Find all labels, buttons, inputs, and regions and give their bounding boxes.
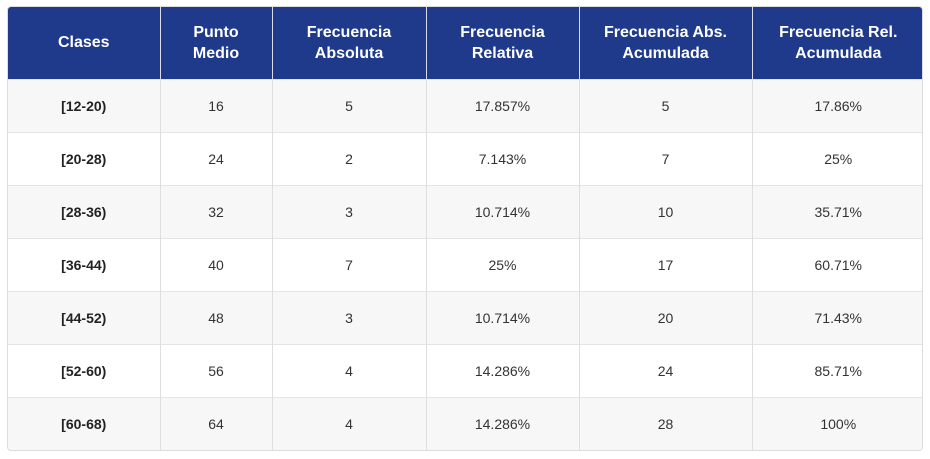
header-clases: Clases — [8, 7, 161, 79]
cell-punto-medio: 40 — [160, 237, 273, 291]
cell-punto-medio: 64 — [160, 396, 273, 450]
cell-frecuencia-abs-acumulada: 5 — [579, 78, 753, 132]
cell-frecuencia-absoluta: 2 — [272, 131, 427, 185]
cell-clase: [36-44) — [8, 237, 161, 291]
header-row: Clases Punto Medio Frecuencia Absoluta F… — [8, 7, 922, 79]
cell-clase: [60-68) — [8, 396, 161, 450]
header-line: Acumulada — [795, 44, 882, 62]
cell-frecuencia-absoluta: 4 — [272, 343, 427, 397]
cell-frecuencia-abs-acumulada: 28 — [579, 396, 753, 450]
cell-frecuencia-rel-acumulada: 25% — [752, 131, 922, 185]
cell-clase: [28-36) — [8, 184, 161, 238]
header-line: Clases — [57, 34, 110, 52]
header-line: Medio — [192, 44, 240, 62]
header-line: Frecuencia Abs. — [603, 23, 727, 41]
header-line: Absoluta — [314, 44, 384, 62]
table-body: [12-20) 16 5 17.857% 5 17.86% [20-28) 24… — [8, 78, 922, 450]
cell-frecuencia-absoluta: 7 — [272, 237, 427, 291]
header-line: Frecuencia — [460, 23, 545, 41]
cell-frecuencia-relativa: 10.714% — [426, 184, 580, 238]
header-punto-medio: Punto Medio — [160, 7, 273, 79]
cell-frecuencia-abs-acumulada: 10 — [579, 184, 753, 238]
header-line: Frecuencia Rel. — [779, 23, 898, 41]
header-line: Relativa — [471, 44, 534, 62]
cell-frecuencia-abs-acumulada: 7 — [579, 131, 753, 185]
cell-frecuencia-rel-acumulada: 71.43% — [752, 290, 922, 344]
header-frecuencia-rel-acumulada: Frecuencia Rel. Acumulada — [752, 7, 922, 79]
table-row: [52-60) 56 4 14.286% 24 85.71% — [8, 343, 922, 397]
header-frecuencia-relativa: Frecuencia Relativa — [426, 7, 580, 79]
header-line: Acumulada — [622, 44, 709, 62]
cell-frecuencia-abs-acumulada: 17 — [579, 237, 753, 291]
cell-clase: [52-60) — [8, 343, 161, 397]
cell-frecuencia-relativa: 7.143% — [426, 131, 580, 185]
cell-frecuencia-rel-acumulada: 60.71% — [752, 237, 922, 291]
cell-clase: [44-52) — [8, 290, 161, 344]
table-row: [12-20) 16 5 17.857% 5 17.86% — [8, 78, 922, 132]
cell-clase: [20-28) — [8, 131, 161, 185]
cell-frecuencia-rel-acumulada: 17.86% — [752, 78, 922, 132]
table-row: [44-52) 48 3 10.714% 20 71.43% — [8, 290, 922, 344]
cell-punto-medio: 24 — [160, 131, 273, 185]
header-line: Punto — [193, 23, 239, 41]
header-frecuencia-absoluta: Frecuencia Absoluta — [272, 7, 427, 79]
cell-punto-medio: 48 — [160, 290, 273, 344]
cell-frecuencia-abs-acumulada: 20 — [579, 290, 753, 344]
table-row: [28-36) 32 3 10.714% 10 35.71% — [8, 184, 922, 238]
cell-frecuencia-relativa: 14.286% — [426, 343, 580, 397]
cell-frecuencia-absoluta: 4 — [272, 396, 427, 450]
frequency-table: Clases Punto Medio Frecuencia Absoluta F… — [8, 7, 922, 450]
header-line: Frecuencia — [306, 23, 392, 41]
cell-punto-medio: 32 — [160, 184, 273, 238]
cell-frecuencia-relativa: 17.857% — [426, 78, 580, 132]
cell-frecuencia-relativa: 14.286% — [426, 396, 580, 450]
table-row: [36-44) 40 7 25% 17 60.71% — [8, 237, 922, 291]
cell-frecuencia-rel-acumulada: 35.71% — [752, 184, 922, 238]
table-row: [60-68) 64 4 14.286% 28 100% — [8, 396, 922, 450]
cell-frecuencia-relativa: 10.714% — [426, 290, 580, 344]
cell-frecuencia-abs-acumulada: 24 — [579, 343, 753, 397]
cell-frecuencia-relativa: 25% — [426, 237, 580, 291]
cell-frecuencia-absoluta: 3 — [272, 184, 427, 238]
cell-punto-medio: 16 — [160, 78, 273, 132]
header-frecuencia-abs-acumulada: Frecuencia Abs. Acumulada — [579, 7, 753, 79]
cell-frecuencia-rel-acumulada: 85.71% — [752, 343, 922, 397]
frequency-table-container: Clases Punto Medio Frecuencia Absoluta F… — [7, 6, 923, 451]
cell-frecuencia-absoluta: 5 — [272, 78, 427, 132]
cell-frecuencia-absoluta: 3 — [272, 290, 427, 344]
cell-punto-medio: 56 — [160, 343, 273, 397]
cell-clase: [12-20) — [8, 78, 161, 132]
table-header: Clases Punto Medio Frecuencia Absoluta F… — [8, 7, 922, 79]
table-row: [20-28) 24 2 7.143% 7 25% — [8, 131, 922, 185]
cell-frecuencia-rel-acumulada: 100% — [752, 396, 922, 450]
